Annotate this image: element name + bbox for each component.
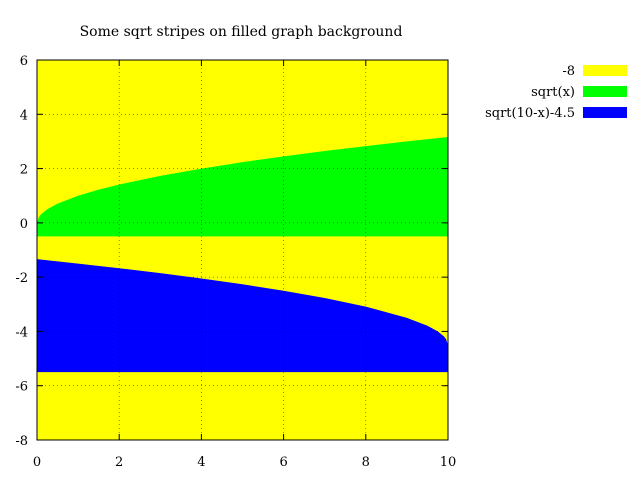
y-tick-label: 4 <box>20 108 28 123</box>
y-tick-label: -4 <box>15 325 28 340</box>
plot-background-fill <box>37 60 448 440</box>
y-tick-label: 0 <box>20 217 28 232</box>
y-tick-label: 2 <box>20 163 28 178</box>
x-tick-label: 10 <box>440 455 457 470</box>
x-tick-label: 6 <box>279 455 287 470</box>
y-tick-label: -2 <box>15 271 28 286</box>
legend-swatch-series-0 <box>583 86 627 97</box>
plot-frame <box>36 59 449 441</box>
y-tick-label: 6 <box>20 54 28 69</box>
y-tick-label: -6 <box>15 380 28 395</box>
legend-label-background: -8 <box>562 64 575 79</box>
series-layer <box>37 137 448 373</box>
x-tick-label: 2 <box>115 455 123 470</box>
x-tick-label: 0 <box>33 455 41 470</box>
ticks-layer: 0 2 4 6 8 10 -8 -6 -4 -2 0 2 4 6 <box>15 54 456 470</box>
x-tick-label: 4 <box>197 455 205 470</box>
legend-swatch-series-1 <box>583 107 627 118</box>
series-area-1 <box>37 259 448 373</box>
legend-label-series-0: sqrt(x) <box>531 85 575 100</box>
legend-swatch-background <box>583 65 627 76</box>
legend: -8 sqrt(x) sqrt(10-x)-4.5 <box>485 64 627 121</box>
y-tick-label: -8 <box>15 434 28 449</box>
legend-label-series-1: sqrt(10-x)-4.5 <box>485 106 575 121</box>
grid-layer <box>37 60 448 440</box>
x-tick-label: 8 <box>362 455 370 470</box>
chart-title: Some sqrt stripes on filled graph backgr… <box>80 24 403 40</box>
series-area-0 <box>37 137 448 237</box>
